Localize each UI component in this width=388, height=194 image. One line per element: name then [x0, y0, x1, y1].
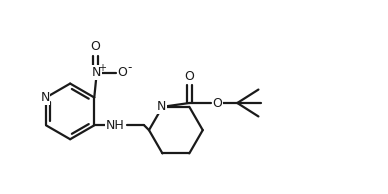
Text: O: O: [90, 40, 100, 53]
Text: NH: NH: [106, 119, 125, 132]
Text: O: O: [184, 70, 194, 83]
Text: O: O: [117, 66, 127, 79]
Text: +: +: [98, 63, 106, 73]
Text: N: N: [157, 100, 166, 113]
Text: N: N: [40, 91, 50, 104]
Text: -: -: [128, 61, 132, 74]
Text: N: N: [92, 66, 101, 79]
Text: O: O: [212, 96, 222, 109]
